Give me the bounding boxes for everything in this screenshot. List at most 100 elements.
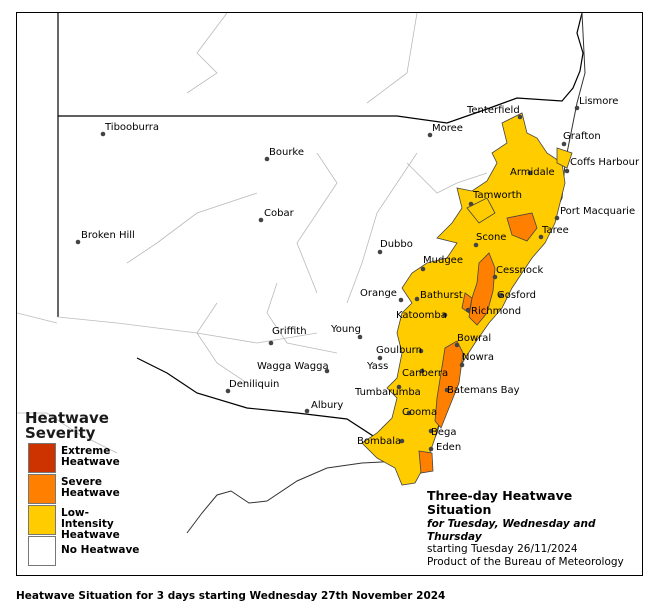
town-labels: Tibooburra Bourke Cobar Broken Hill More… bbox=[81, 96, 640, 453]
legend-label-low-intensity: Low-Intensity Heatwave bbox=[61, 507, 120, 541]
town-label-bourke: Bourke bbox=[269, 147, 304, 158]
legend-label-severe: Severe Heatwave bbox=[61, 476, 120, 499]
legend-item-extreme: Extreme Heatwave bbox=[21, 443, 137, 474]
town-dot-albury bbox=[304, 408, 310, 414]
town-dot-goulburn bbox=[418, 348, 424, 354]
town-dot-bombala bbox=[399, 438, 405, 444]
town-label-nowra: Nowra bbox=[462, 352, 494, 363]
town-dot-bega bbox=[428, 428, 434, 434]
severe-area-south-coast bbox=[434, 340, 464, 429]
info-subtitle-line1: for Tuesday, Wednesday and bbox=[427, 518, 596, 530]
town-dot-canberra bbox=[419, 368, 425, 374]
town-dot-orange bbox=[398, 297, 404, 303]
town-label-albury: Albury bbox=[311, 400, 343, 411]
severe-area-hunter bbox=[506, 212, 538, 242]
town-label-scone: Scone bbox=[476, 232, 506, 243]
town-dot-tumbarumba bbox=[396, 384, 402, 390]
town-label-cooma: Cooma bbox=[402, 407, 437, 418]
legend-label-no-heatwave: No Heatwave bbox=[61, 544, 140, 556]
legend-swatch-low-intensity bbox=[28, 505, 56, 535]
legend-title-line2: Severity bbox=[25, 424, 96, 442]
info-subtitle-line2: Thursday bbox=[427, 531, 482, 543]
town-dot-batemans-bay bbox=[444, 387, 450, 393]
town-dot-nowra bbox=[459, 362, 465, 368]
town-dot-bourke bbox=[264, 156, 270, 162]
town-dot-richmond bbox=[465, 307, 471, 313]
town-dot-bathurst bbox=[414, 296, 420, 302]
page-caption: Heatwave Situation for 3 days starting W… bbox=[16, 590, 446, 602]
town-dot-cooma bbox=[406, 410, 412, 416]
town-dot-yass bbox=[377, 355, 383, 361]
town-dot-tenterfield bbox=[517, 114, 523, 120]
town-label-tenterfield: Tenterfield bbox=[466, 105, 520, 116]
town-label-dubbo: Dubbo bbox=[380, 239, 413, 250]
town-dot-eden bbox=[428, 446, 434, 452]
town-dot-scone bbox=[473, 242, 479, 248]
town-dot-mudgee bbox=[420, 266, 426, 272]
town-dot-bowral bbox=[454, 342, 460, 348]
town-dot-moree bbox=[427, 132, 433, 138]
town-label-bowral: Bowral bbox=[457, 333, 491, 344]
info-starting-date: starting Tuesday 26/11/2024 bbox=[427, 543, 578, 555]
town-label-cessnock: Cessnock bbox=[496, 265, 544, 276]
severe-heatwave-areas bbox=[418, 212, 538, 474]
legend-item-severe: Severe Heatwave bbox=[21, 474, 137, 505]
town-dot-grafton bbox=[561, 141, 567, 147]
town-label-bega: Bega bbox=[431, 427, 457, 438]
town-label-richmond: Richmond bbox=[471, 306, 521, 317]
town-dot-tibooburra bbox=[100, 131, 106, 137]
town-label-eden: Eden bbox=[436, 442, 461, 453]
town-dot-cessnock bbox=[492, 274, 498, 280]
town-label-tumbarumba: Tumbarumba bbox=[354, 387, 421, 398]
severe-area-central bbox=[468, 252, 496, 326]
town-label-batemans-bay: Batemans Bay bbox=[447, 385, 520, 396]
district-boundaries bbox=[17, 13, 488, 454]
info-title-line1: Three-day Heatwave bbox=[427, 488, 573, 503]
town-label-mudgee: Mudgee bbox=[423, 255, 463, 266]
legend-label-extreme: Extreme Heatwave bbox=[61, 445, 120, 468]
legend-item-low-intensity: Low-Intensity Heatwave bbox=[21, 505, 137, 541]
town-label-bombala: Bombala bbox=[357, 436, 401, 447]
town-dot-dubbo bbox=[377, 249, 383, 255]
town-dot-gosford bbox=[498, 292, 504, 298]
town-dot-wagga-wagga bbox=[324, 368, 330, 374]
legend-item-no-heatwave: No Heatwave bbox=[21, 536, 139, 567]
legend-swatch-severe bbox=[28, 474, 56, 504]
town-dot-taree bbox=[538, 234, 544, 240]
town-dot-armidale bbox=[527, 170, 533, 176]
severe-area-blue-mtns bbox=[461, 292, 473, 314]
town-dot-coffs-harbour bbox=[564, 168, 570, 174]
info-block: Three-day Heatwave Situation for Tuesday… bbox=[427, 489, 641, 569]
town-label-broken-hill: Broken Hill bbox=[81, 230, 135, 241]
town-label-canberra: Canberra bbox=[402, 368, 448, 379]
town-label-deniliquin: Deniliquin bbox=[229, 379, 279, 390]
town-label-taree: Taree bbox=[541, 225, 569, 236]
legend: Heatwave Severity Extreme Heatwave Sever… bbox=[21, 409, 139, 567]
town-dot-katoomba bbox=[442, 312, 448, 318]
town-dot-griffith bbox=[268, 340, 274, 346]
victoria-coast bbox=[186, 460, 403, 534]
severe-area-eden bbox=[418, 450, 434, 474]
town-label-port-macquarie: Port Macquarie bbox=[560, 206, 635, 217]
town-dot-lismore bbox=[574, 105, 580, 111]
town-label-wagga-wagga: Wagga Wagga bbox=[257, 361, 329, 372]
town-label-gosford: Gosford bbox=[497, 290, 536, 301]
town-label-griffith: Griffith bbox=[272, 326, 307, 337]
info-title-line2: Situation bbox=[427, 502, 492, 517]
town-label-yass: Yass bbox=[366, 361, 388, 372]
legend-title-line1: Heatwave bbox=[25, 409, 109, 427]
heatwave-map: Tibooburra Bourke Cobar Broken Hill More… bbox=[17, 13, 640, 534]
town-dot-young bbox=[357, 334, 363, 340]
town-label-armidale: Armidale bbox=[510, 167, 555, 178]
town-label-orange: Orange bbox=[360, 288, 397, 299]
town-dot-port-macquarie bbox=[554, 215, 560, 221]
town-dot-tamworth bbox=[468, 201, 474, 207]
legend-swatch-no-heatwave bbox=[28, 536, 56, 566]
town-label-lismore: Lismore bbox=[579, 96, 618, 107]
town-dot-cobar bbox=[258, 217, 264, 223]
town-label-goulburn: Goulburn bbox=[376, 345, 422, 356]
qld-nsw-border bbox=[58, 13, 584, 124]
town-label-grafton: Grafton bbox=[563, 131, 601, 142]
town-dot-deniliquin bbox=[225, 388, 231, 394]
legend-swatch-extreme bbox=[28, 443, 56, 473]
